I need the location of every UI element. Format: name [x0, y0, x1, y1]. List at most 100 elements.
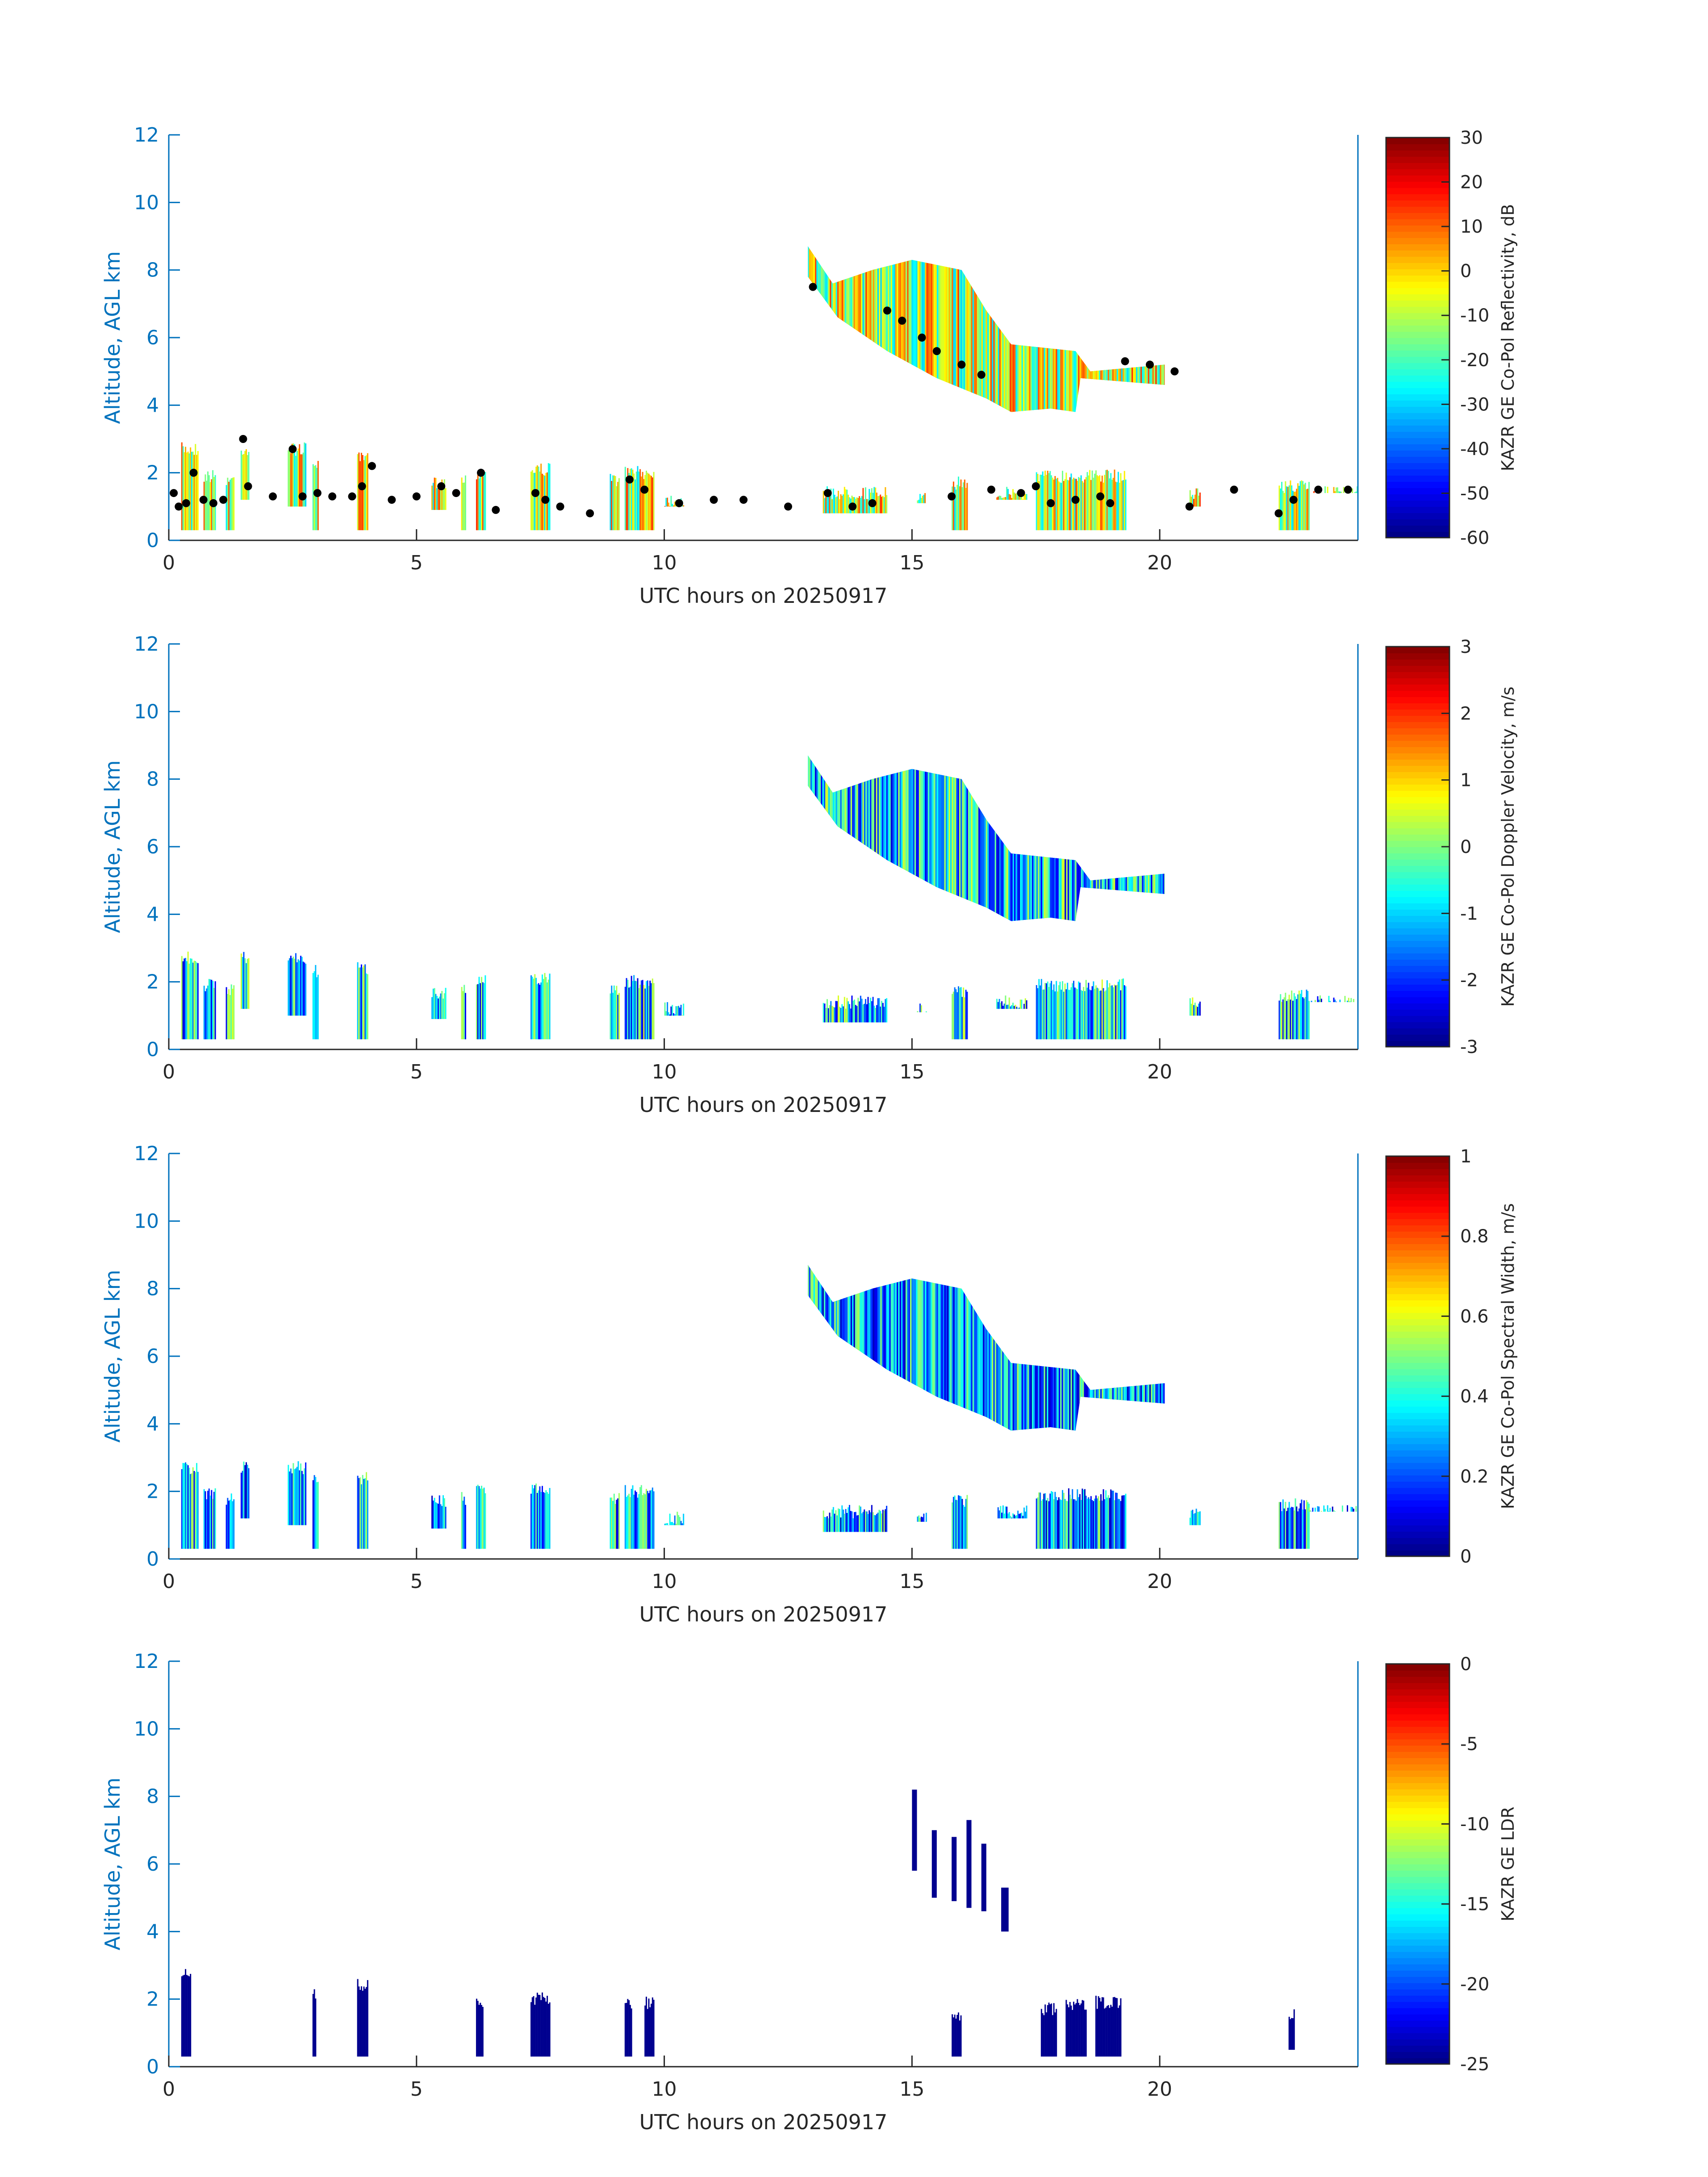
cloud-base-point	[199, 496, 208, 504]
echo-stripe	[1094, 246, 1099, 412]
echo-column	[846, 998, 848, 1023]
echo-column	[960, 479, 962, 531]
echo-column	[841, 1004, 843, 1023]
echo-column	[834, 1513, 835, 1532]
echo-column	[1309, 1510, 1311, 1512]
echo-column	[233, 985, 235, 1040]
echo-column	[206, 1499, 208, 1549]
echo-column	[1288, 485, 1290, 531]
echo-column	[1077, 481, 1078, 531]
echo-stripe	[834, 246, 839, 412]
echo-column	[190, 958, 192, 1040]
echo-column	[192, 451, 194, 531]
echo-column	[240, 1472, 242, 1519]
echo-column	[846, 1513, 848, 1532]
echo-column	[866, 499, 868, 514]
echo-column	[443, 1498, 445, 1529]
echo-column	[1049, 1493, 1051, 1549]
echo-column	[182, 1463, 184, 1549]
colorbar-swatch	[1386, 1951, 1449, 1958]
cloud-base-point	[477, 468, 485, 477]
colorbar-tick-label: -50	[1460, 483, 1489, 504]
echo-column	[547, 1996, 548, 2057]
echo-column	[1299, 481, 1301, 531]
echo-column	[1085, 477, 1087, 531]
echo-stripe	[1130, 246, 1135, 412]
echo-column	[852, 1518, 854, 1532]
y-tick-label: 4	[146, 394, 159, 417]
echo-column	[633, 975, 635, 1040]
echo-column	[437, 488, 439, 510]
echo-column	[461, 1492, 463, 1549]
colorbar-swatch	[1386, 834, 1449, 841]
echo-column	[1098, 1996, 1099, 2057]
echo-column	[1078, 2002, 1080, 2057]
echo-column	[835, 497, 837, 514]
colorbar-swatch	[1386, 665, 1449, 672]
echo-column	[674, 501, 676, 507]
x-tick-label: 5	[410, 552, 423, 574]
colorbar-swatch	[1386, 319, 1449, 326]
echo-column	[1059, 482, 1061, 531]
echo-column	[1354, 492, 1356, 493]
echo-column	[1058, 1497, 1060, 1549]
echo-column	[1292, 491, 1294, 531]
colorbar-swatch	[1386, 150, 1449, 157]
echo-column	[925, 1011, 927, 1012]
echo-column	[1280, 1502, 1282, 1549]
echo-column	[1100, 1494, 1102, 1549]
echo-column	[186, 452, 188, 531]
echo-column	[832, 1507, 834, 1532]
colorbar-swatch	[1386, 1194, 1449, 1200]
echo-column	[206, 988, 208, 1040]
colorbar-swatch	[1386, 431, 1449, 438]
colorbar-swatch	[1386, 1362, 1449, 1369]
echo-column	[885, 1509, 886, 1532]
echo-column	[965, 990, 967, 1040]
echo-column	[616, 986, 618, 1040]
colorbar-swatch	[1386, 1028, 1449, 1035]
echo-column	[1109, 2008, 1111, 2057]
echo-column	[228, 1500, 230, 1549]
echo-column	[1099, 475, 1101, 531]
colorbar-swatch	[1386, 275, 1449, 282]
echo-stripe	[1078, 755, 1083, 921]
echo-stripe	[1111, 1265, 1116, 1431]
echo-stripe	[849, 246, 854, 412]
echo-stripe	[1165, 752, 1170, 924]
echo-column	[315, 465, 317, 531]
echo-column	[923, 494, 925, 503]
colorbar-swatch	[1386, 859, 1449, 866]
echo-column	[1072, 2010, 1073, 2057]
echo-column	[1048, 987, 1050, 1040]
echo-column	[1306, 489, 1307, 531]
echo-stripe	[1119, 1265, 1125, 1431]
echo-column	[920, 1005, 922, 1012]
echo-column	[1075, 479, 1077, 531]
echo-column	[864, 1509, 865, 1532]
echo-column	[1042, 1499, 1044, 1549]
echo-column	[289, 958, 291, 1016]
echo-column	[885, 999, 886, 1023]
echo-stripe	[850, 1265, 856, 1431]
echo-column	[367, 974, 368, 1040]
echo-column	[535, 467, 537, 531]
echo-column	[545, 977, 547, 1040]
colorbar-swatch	[1386, 1337, 1449, 1344]
cloud-base-point	[452, 489, 460, 497]
echo-column	[1015, 1515, 1016, 1519]
echo-column	[670, 496, 672, 507]
colorbar-swatch	[1386, 1914, 1449, 1921]
echo-column	[1000, 1003, 1002, 1009]
echo-column	[922, 1517, 923, 1522]
echo-column	[1068, 2007, 1069, 2057]
echo-column	[1293, 993, 1295, 1040]
y-tick-label: 4	[146, 1920, 159, 1943]
colorbar-tick-label: 2	[1460, 703, 1471, 724]
echo-column	[291, 443, 293, 507]
echo-column	[1298, 1508, 1300, 1549]
colorbar-swatch	[1386, 419, 1449, 426]
colorbar-swatch	[1386, 753, 1449, 760]
y-tick-label: 8	[146, 1278, 159, 1300]
